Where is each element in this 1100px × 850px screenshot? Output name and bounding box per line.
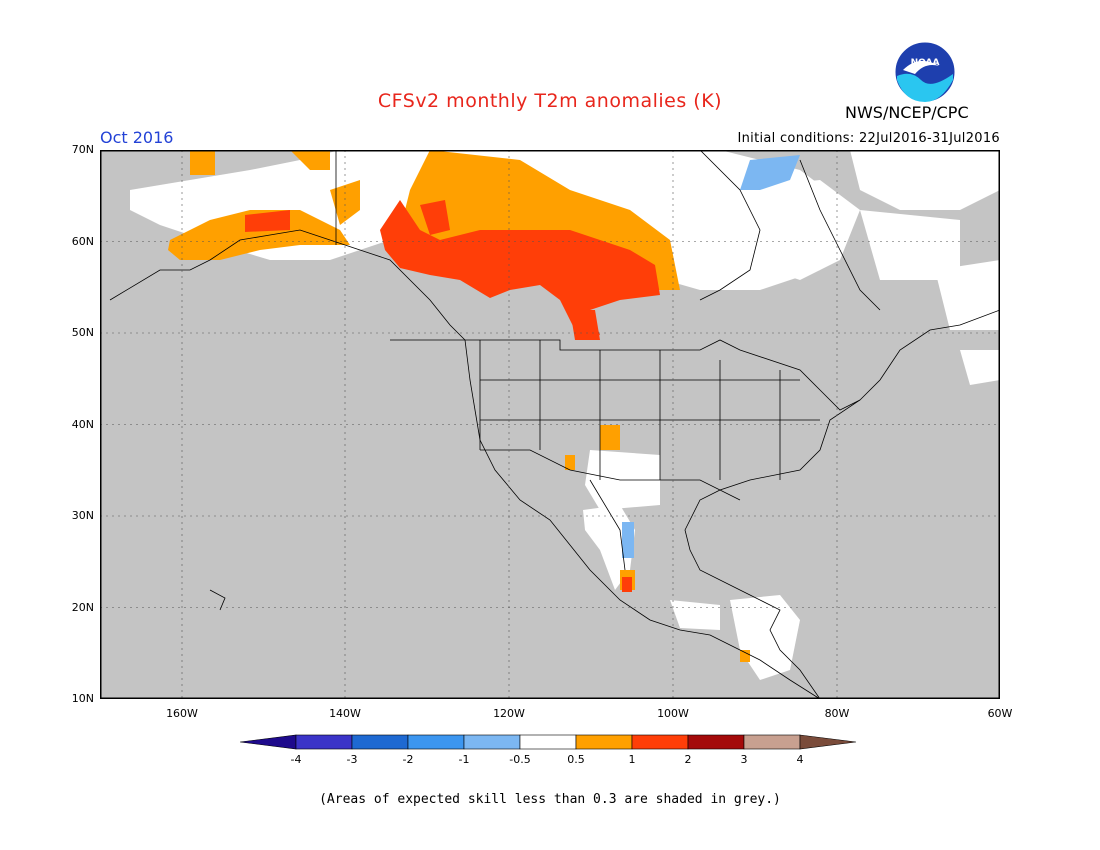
lat-label: 50N xyxy=(71,326,94,339)
colorbar-label: -2 xyxy=(402,753,414,766)
neutral-regions xyxy=(130,150,1000,680)
lat-label: 70N xyxy=(71,143,94,156)
colorbar-arrow-low xyxy=(240,734,297,750)
skill-footnote: (Areas of expected skill less than 0.3 a… xyxy=(319,792,781,807)
colorbar-cell xyxy=(631,734,689,750)
colorbar-label: -0.5 xyxy=(509,753,531,766)
colorbar-cell xyxy=(743,734,801,750)
lat-label: 30N xyxy=(71,509,94,522)
graticule xyxy=(100,150,1000,699)
map-frame xyxy=(100,150,1000,699)
colorbar-cell xyxy=(407,734,465,750)
lon-label: 120W xyxy=(493,707,525,720)
organization-label: NWS/NCEP/CPC xyxy=(845,103,969,122)
colorbar-label: -1 xyxy=(458,753,470,766)
colorbar-label: 3 xyxy=(740,753,748,766)
noaa-logo: NOAA xyxy=(894,41,956,103)
lat-label: 20N xyxy=(71,601,94,614)
colorbar-cell xyxy=(351,734,409,750)
lon-label: 80W xyxy=(824,707,850,720)
lon-label: 140W xyxy=(329,707,361,720)
warm-anomaly-1-2 xyxy=(245,200,660,592)
lon-label: 100W xyxy=(657,707,689,720)
colorbar-label: -3 xyxy=(346,753,358,766)
coastlines xyxy=(109,150,1000,699)
colorbar-label: 1 xyxy=(628,753,636,766)
colorbar xyxy=(240,734,857,750)
colorbar-cell xyxy=(687,734,745,750)
lon-label: 60W xyxy=(987,707,1013,720)
cool-anomaly-m1-m05 xyxy=(622,155,800,558)
lon-label: 160W xyxy=(166,707,198,720)
lat-label: 40N xyxy=(71,418,94,431)
colorbar-label: 2 xyxy=(684,753,692,766)
colorbar-cell xyxy=(463,734,521,750)
colorbar-cell xyxy=(519,734,577,750)
colorbar-cell xyxy=(575,734,633,750)
colorbar-arrow-high xyxy=(799,734,857,750)
anomaly-map xyxy=(100,150,1000,699)
forecast-month: Oct 2016 xyxy=(100,128,174,147)
colorbar-label: 4 xyxy=(796,753,804,766)
colorbar-label: -4 xyxy=(290,753,302,766)
lat-label: 60N xyxy=(71,235,94,248)
map-title: CFSv2 monthly T2m anomalies (K) xyxy=(377,90,723,112)
lat-label: 10N xyxy=(71,692,94,705)
initial-conditions: Initial conditions: 22Jul2016-31Jul2016 xyxy=(737,131,1000,146)
noaa-logo-text: NOAA xyxy=(911,58,940,68)
colorbar-cell xyxy=(295,734,353,750)
colorbar-label: 0.5 xyxy=(567,753,585,766)
